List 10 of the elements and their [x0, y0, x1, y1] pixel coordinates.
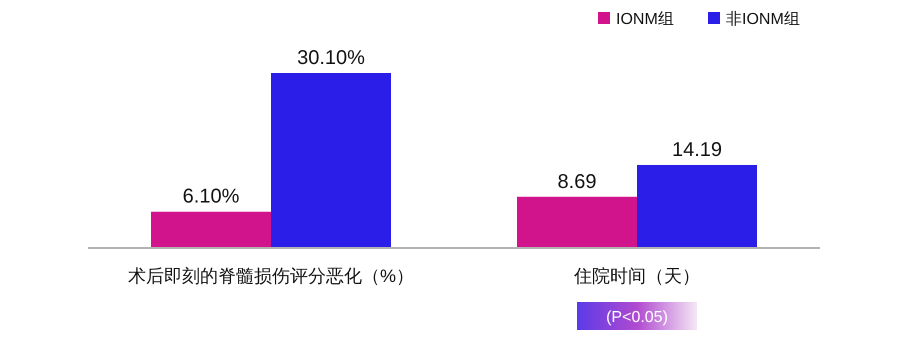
x-tick-label: 住院时间（天）: [573, 266, 700, 286]
data-label: 14.19: [672, 138, 722, 161]
text: (P<0.05): [606, 309, 668, 326]
data-label: 8.69: [558, 170, 596, 193]
legend: IONM组 非IONM组: [598, 11, 800, 28]
data-label: 6.10%: [182, 186, 240, 208]
x-tick-label: 术后即刻的脊髓损伤评分恶化（%）: [128, 266, 414, 286]
legend-label: IONM组: [616, 11, 674, 28]
data-label: 30.10%: [297, 47, 366, 69]
legend-label: 非IONM组: [726, 10, 800, 28]
